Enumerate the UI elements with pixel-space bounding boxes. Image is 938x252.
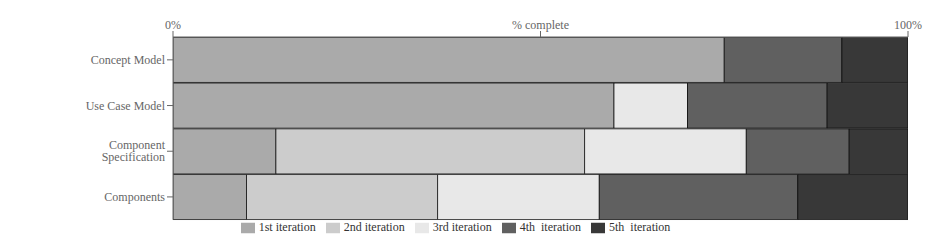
svg-text:ComponentSpecification: ComponentSpecification [102,138,166,164]
svg-text:Use Case Model: Use Case Model [86,99,166,113]
svg-text:Concept Model: Concept Model [91,53,166,67]
html-text:1st iteration: 1st iteration [258,219,316,234]
html-text:2nd iteration: 2nd iteration [343,219,405,234]
svg-text:% complete: % complete [512,18,569,32]
svg-text:Components: Components [104,190,165,204]
svg-text:100%: 100% [894,18,922,32]
html-text:3rd iteration: 3rd iteration [432,219,492,234]
html-text:4th iteration: 4th iteration [519,219,581,234]
html-text:5th iteration: 5th iteration [609,219,671,234]
svg-text:0%: 0% [165,18,181,32]
